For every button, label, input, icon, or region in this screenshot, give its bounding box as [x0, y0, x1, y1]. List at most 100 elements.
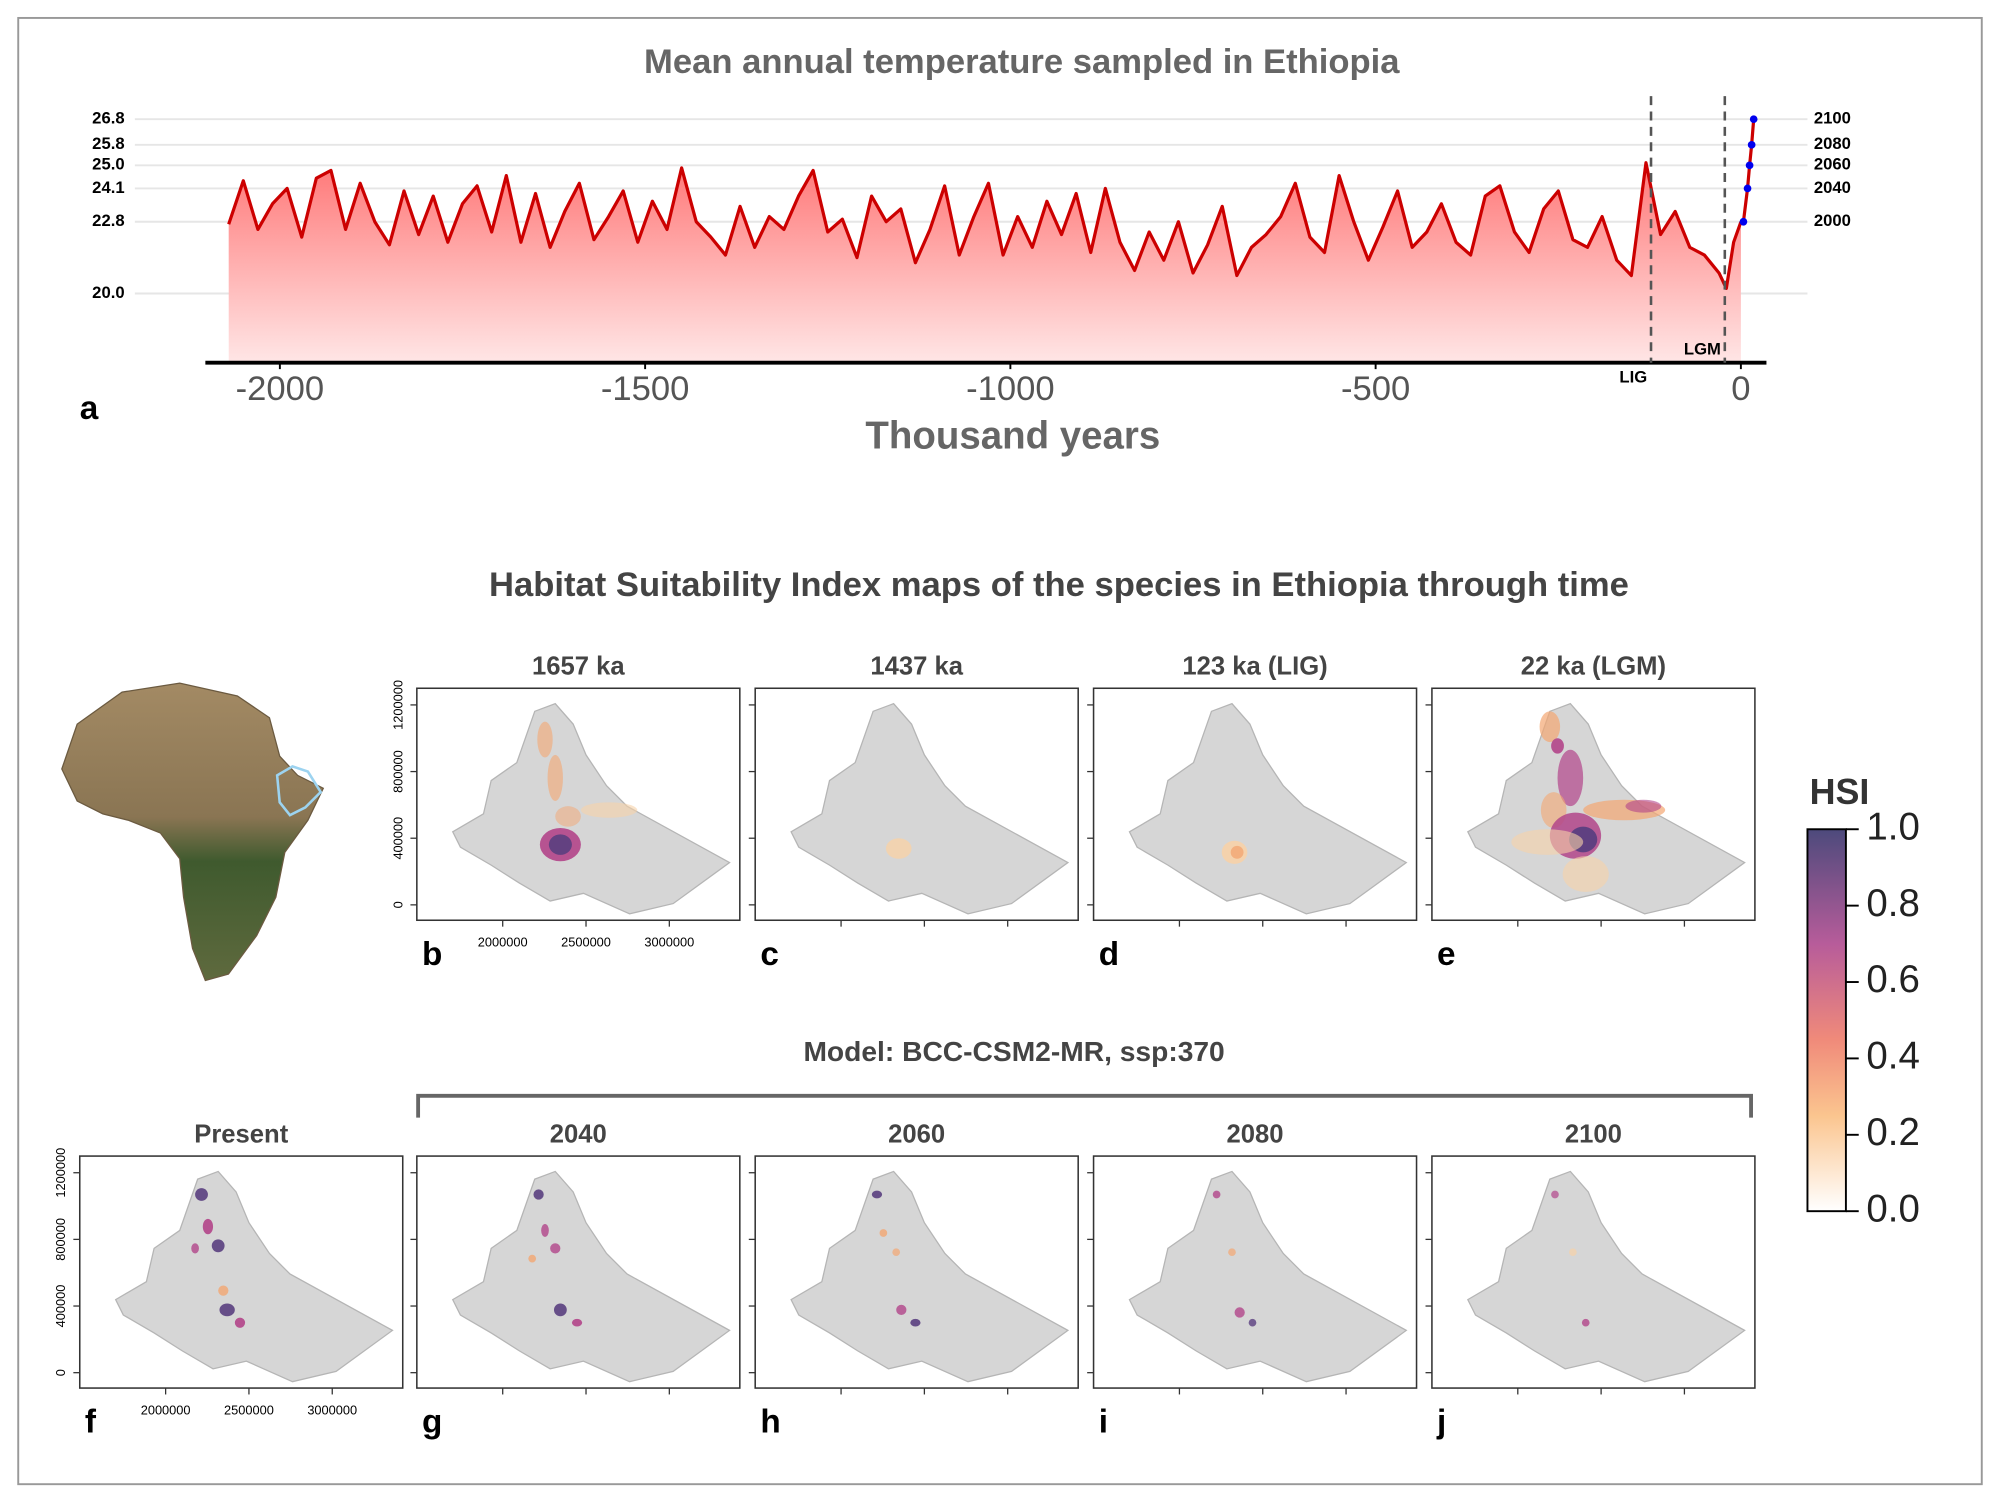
- y-tick-label: 25.8: [92, 134, 124, 153]
- map-title: 22 ka (LGM): [1521, 653, 1666, 681]
- hsi-patch: [218, 1285, 229, 1296]
- panel-label: b: [422, 936, 442, 973]
- hsi-patch: [1230, 845, 1244, 859]
- map-panel: 1437 ka c: [748, 653, 1079, 973]
- panel-label: d: [1099, 936, 1119, 973]
- map-y-tick-label: 1200000: [390, 680, 405, 730]
- map-title: 1657 ka: [532, 653, 625, 681]
- future-line: [1741, 119, 1756, 222]
- hsi-patch: [541, 1224, 549, 1237]
- x-tick-label: -2000: [236, 370, 324, 408]
- map-y-tick-label: 800000: [53, 1218, 68, 1261]
- panel-label: j: [1436, 1404, 1446, 1441]
- hsi-patch: [528, 1254, 537, 1263]
- future-year-label: 2060: [1814, 155, 1851, 174]
- y-tick-label: 25.0: [92, 155, 124, 174]
- map-title: 1437 ka: [870, 653, 963, 681]
- hsi-patch: [580, 802, 638, 818]
- hsi-patch: [1212, 1190, 1221, 1199]
- y-tick-label: 20.0: [92, 283, 124, 302]
- y-tick-label: 22.8: [92, 211, 124, 230]
- hsi-patch: [219, 1303, 235, 1317]
- hsi-patch: [871, 1190, 883, 1199]
- legend-tick-label: 0.8: [1866, 882, 1919, 925]
- hsi-patch: [1551, 738, 1564, 754]
- legend-tick-label: 0.4: [1866, 1035, 1919, 1078]
- event-label: LGM: [1684, 339, 1721, 358]
- map-panel: 2080 i: [1087, 1120, 1418, 1441]
- map-y-tick-label: 1200000: [53, 1148, 68, 1198]
- hsi-patch: [892, 1248, 901, 1257]
- hsi-patch: [202, 1218, 214, 1235]
- hsi-patch: [1581, 1318, 1590, 1327]
- hsi-patch: [550, 1243, 561, 1254]
- hsi-patch: [548, 834, 572, 855]
- legend-tick-label: 0.2: [1866, 1111, 1919, 1154]
- map-title: 2080: [1227, 1120, 1284, 1148]
- hsi-patch: [1234, 1307, 1245, 1318]
- map-y-tick-label: 0: [390, 901, 405, 908]
- y-tick-label: 24.1: [92, 178, 124, 197]
- hsi-patch: [195, 1188, 208, 1201]
- map-title: Present: [194, 1120, 288, 1148]
- map-y-tick-label: 800000: [390, 750, 405, 793]
- hsi-patch: [533, 1189, 544, 1200]
- future-year-label: 2080: [1814, 134, 1851, 153]
- figure-border: [17, 16, 1983, 1486]
- panel-label: e: [1437, 936, 1456, 973]
- map-title: 2060: [888, 1120, 945, 1148]
- hsi-patch: [191, 1243, 199, 1254]
- temperature-area: [228, 162, 1741, 363]
- hsi-patch: [211, 1239, 225, 1253]
- ethiopia-outline: [275, 765, 323, 817]
- model-label: Model: BCC-CSM2-MR, ssp:370: [803, 1035, 1224, 1067]
- map-y-tick-label: 400000: [53, 1285, 68, 1328]
- hsi-patch: [1562, 856, 1609, 893]
- future-year-label: 2000: [1814, 211, 1851, 230]
- chart-title: Mean annual temperature sampled in Ethio…: [644, 43, 1400, 81]
- future-year-label: 2100: [1814, 109, 1851, 128]
- map-panel: Present f 0 400000 800000 1200000 2000000 25000…: [53, 1120, 404, 1441]
- map-x-tick-label: 2000000: [478, 935, 528, 950]
- event-label: LIG: [1619, 368, 1647, 387]
- map-title: 2040: [550, 1120, 607, 1148]
- future-point: [1743, 184, 1752, 193]
- hsi-patch: [537, 721, 553, 758]
- map-panel: 2100 j: [1425, 1120, 1756, 1441]
- hsi-colorbar: [1806, 828, 1847, 1213]
- hsi-patch: [910, 1318, 921, 1327]
- map-title: 2100: [1565, 1120, 1622, 1148]
- hsi-patch: [1539, 711, 1561, 743]
- x-tick-label: -500: [1341, 370, 1410, 408]
- future-point: [1745, 161, 1754, 170]
- hsi-patch: [1248, 1318, 1257, 1327]
- africa-shape: [61, 682, 325, 982]
- map-panel: 22 ka (LGM) e: [1425, 653, 1756, 973]
- x-tick-label: 0: [1731, 370, 1750, 408]
- hsi-patch: [547, 754, 563, 802]
- map-x-tick-label: 2500000: [224, 1403, 274, 1418]
- hsi-patch: [1228, 1248, 1236, 1257]
- x-tick-label: -1500: [601, 370, 689, 408]
- panel-label: a: [80, 390, 99, 427]
- x-tick-label: -1000: [966, 370, 1054, 408]
- future-point: [1749, 115, 1758, 124]
- hsi-patch: [555, 806, 581, 827]
- hsi-patch: [885, 838, 912, 859]
- hsi-patch: [879, 1229, 888, 1237]
- map-x-tick-label: 3000000: [644, 935, 694, 950]
- map-panel: 2040 g: [410, 1120, 741, 1441]
- map-x-tick-label: 2000000: [141, 1403, 191, 1418]
- panel-label: g: [422, 1404, 442, 1441]
- africa-map: [61, 682, 325, 982]
- future-year-label: 2040: [1814, 178, 1851, 197]
- map-panel: 1657 ka b 0 400000 800000 1200000 2000000 25000…: [390, 653, 741, 973]
- hsi-patch: [1557, 749, 1584, 807]
- legend-tick-label: 1.0: [1866, 805, 1919, 848]
- map-panel: 123 ka (LIG) d: [1087, 653, 1418, 973]
- legend-tick-label: 0.0: [1866, 1187, 1919, 1230]
- maps-title: Habitat Suitability Index maps of the sp…: [489, 566, 1629, 604]
- panel-label: i: [1099, 1404, 1108, 1441]
- future-point: [1747, 140, 1756, 149]
